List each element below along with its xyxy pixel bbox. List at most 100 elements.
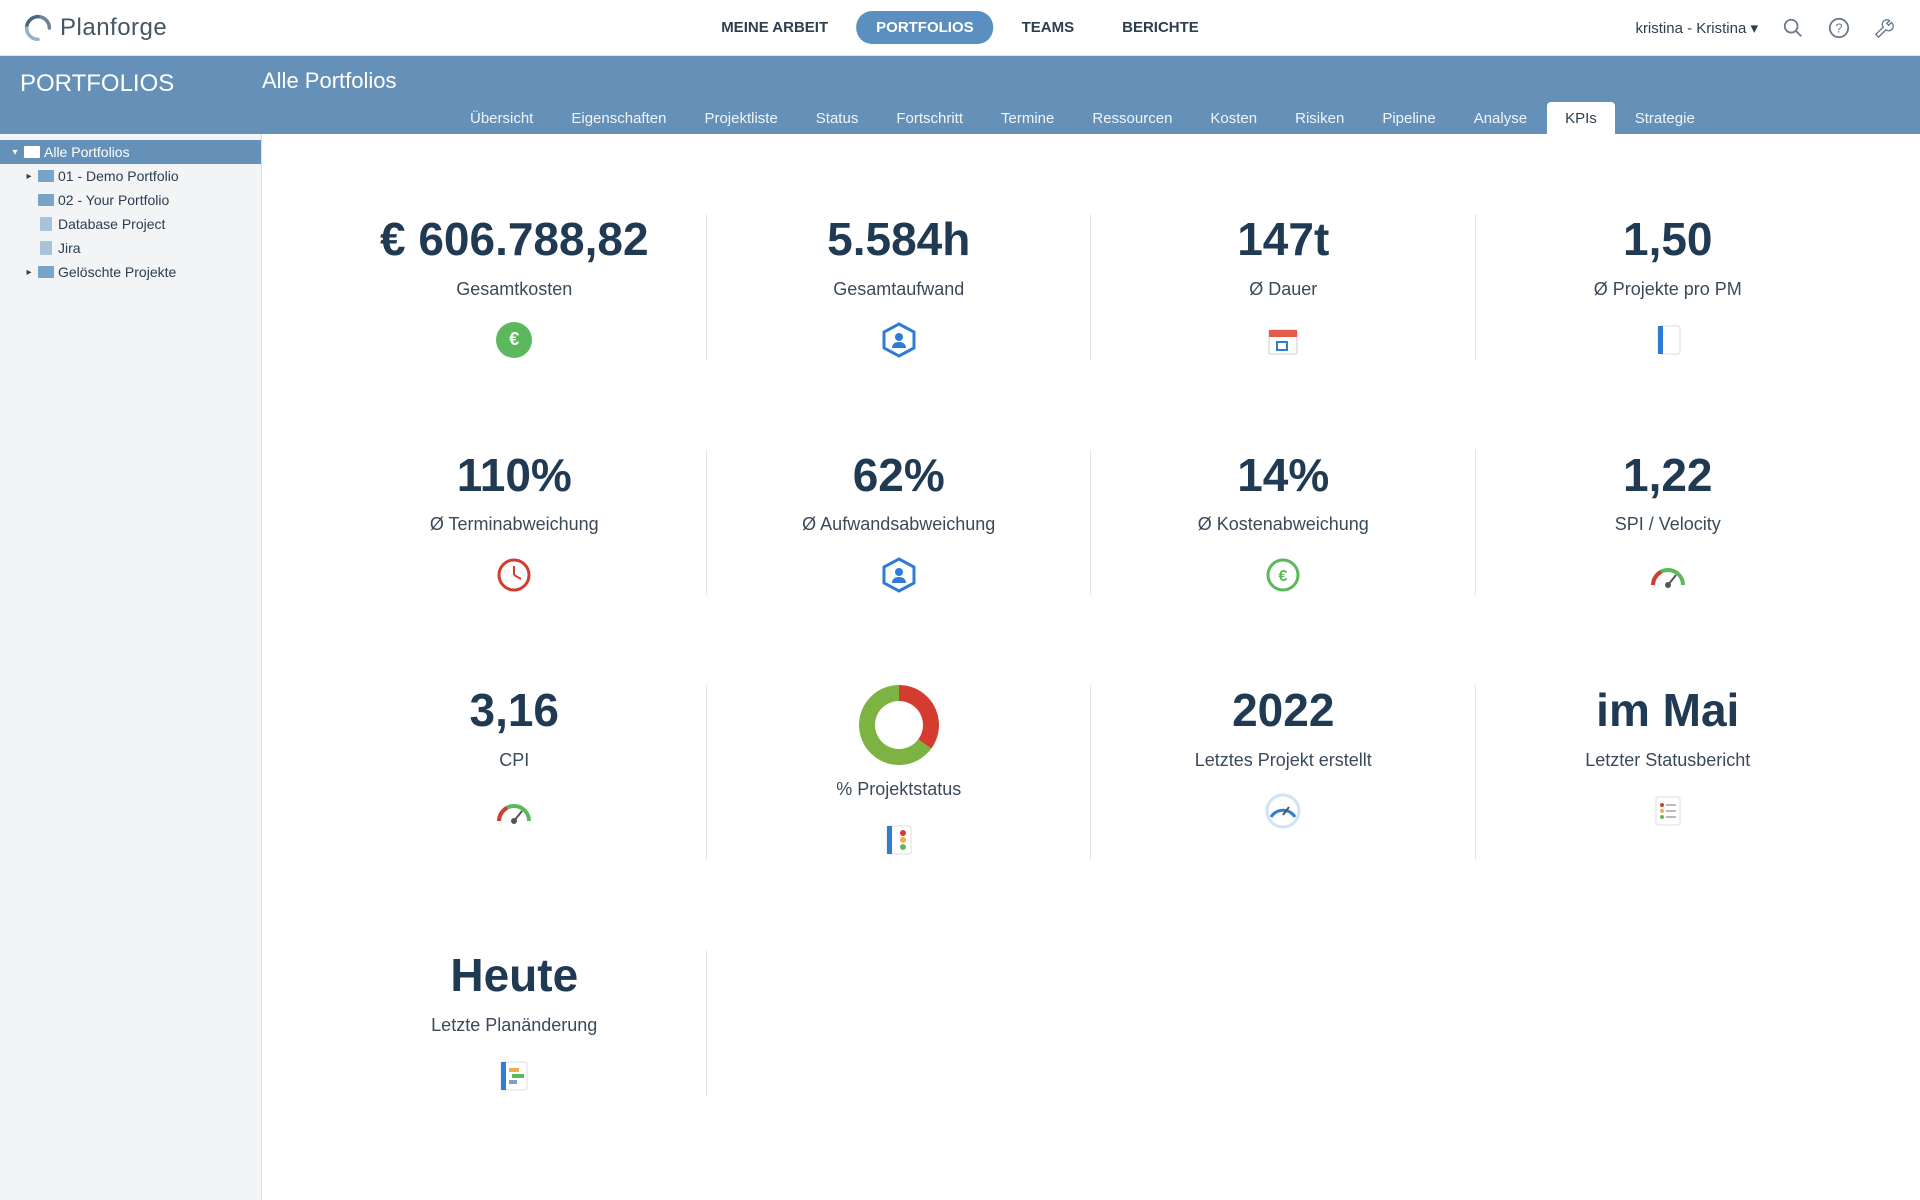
sub-header-main: Alle Portfolios Übersicht Eigenschaften … — [262, 56, 1920, 135]
traffic-icon — [879, 820, 919, 860]
tab-eigenschaften[interactable]: Eigenschaften — [553, 102, 684, 135]
caret-right-icon: ▸ — [24, 171, 34, 182]
svg-text:€: € — [1279, 568, 1288, 585]
folder-icon — [38, 169, 54, 183]
person-blue-icon — [879, 320, 919, 360]
kpi-value: 14% — [1111, 450, 1456, 501]
kpi-value: 1,50 — [1496, 214, 1841, 265]
tools-icon[interactable] — [1874, 17, 1896, 39]
tab-kpis[interactable]: KPIs — [1547, 102, 1615, 135]
header-right: kristina - Kristina ▾ ? — [1635, 17, 1896, 39]
kpi-terminabweichung: 110% Ø Terminabweichung — [322, 420, 707, 656]
kpi-label: Ø Projekte pro PM — [1496, 279, 1841, 300]
sidebar-item-your-portfolio[interactable]: 02 - Your Portfolio — [0, 188, 261, 212]
doc-icon — [38, 241, 54, 255]
kpi-value: 147t — [1111, 214, 1456, 265]
kpi-label: Gesamtaufwand — [727, 279, 1072, 300]
kpi-label: Ø Terminabweichung — [342, 514, 687, 535]
kpi-grid: € 606.788,82 Gesamtkosten € 5.584h Gesam… — [322, 184, 1860, 1156]
tab-strategie[interactable]: Strategie — [1617, 102, 1713, 135]
gauge-ring-icon — [1263, 791, 1303, 831]
tab-uebersicht[interactable]: Übersicht — [452, 102, 551, 135]
brand-logo[interactable]: Planforge — [24, 14, 167, 42]
main-layout: ▾ Alle Portfolios ▸ 01 - Demo Portfolio … — [0, 134, 1920, 1200]
kpi-label: Ø Dauer — [1111, 279, 1456, 300]
sidebar-item-database-project[interactable]: Database Project — [0, 212, 261, 236]
kpi-spi-velocity: 1,22 SPI / Velocity — [1476, 420, 1861, 656]
person-hex-icon — [879, 555, 919, 595]
kpi-kostenabweichung: 14% Ø Kostenabweichung € — [1091, 420, 1476, 656]
sidebar-item-jira[interactable]: Jira — [0, 236, 261, 260]
kpi-label: Ø Aufwandsabweichung — [727, 514, 1072, 535]
sidebar-item-demo-portfolio[interactable]: ▸ 01 - Demo Portfolio — [0, 164, 261, 188]
kpi-gesamtaufwand: 5.584h Gesamtaufwand — [707, 184, 1092, 420]
kpi-value: 1,22 — [1496, 450, 1841, 501]
user-display: kristina - Kristina — [1635, 20, 1746, 37]
nav-meine-arbeit[interactable]: MEINE ARBEIT — [701, 11, 848, 44]
tab-risiken[interactable]: Risiken — [1277, 102, 1362, 135]
tab-projektliste[interactable]: Projektliste — [686, 102, 795, 135]
kpi-label: CPI — [342, 750, 687, 771]
kpi-cpi: 3,16 CPI — [322, 655, 707, 920]
sidebar-item-geloeschte-projekte[interactable]: ▸ Gelöschte Projekte — [0, 260, 261, 284]
caret-down-icon: ▾ — [10, 147, 20, 158]
calendar-icon — [1263, 320, 1303, 360]
svg-text:?: ? — [1835, 20, 1842, 35]
tab-row: Übersicht Eigenschaften Projektliste Sta… — [262, 102, 1920, 135]
folder-icon — [24, 145, 40, 159]
kpi-value: 62% — [727, 450, 1072, 501]
donut-chart — [859, 685, 939, 765]
kpi-label: SPI / Velocity — [1496, 514, 1841, 535]
help-icon[interactable]: ? — [1828, 17, 1850, 39]
kpi-label: Ø Kostenabweichung — [1111, 514, 1456, 535]
euro-green-icon: € — [494, 320, 534, 360]
sub-header: PORTFOLIOS Alle Portfolios Übersicht Eig… — [0, 56, 1920, 134]
doc-icon — [38, 217, 54, 231]
user-menu[interactable]: kristina - Kristina ▾ — [1635, 19, 1758, 37]
kpi-value: € 606.788,82 — [342, 214, 687, 265]
nav-portfolios[interactable]: PORTFOLIOS — [856, 11, 994, 44]
euro-green-ring-icon: € — [1263, 555, 1303, 595]
tab-ressourcen[interactable]: Ressourcen — [1074, 102, 1190, 135]
kpi-projektstatus: % Projektstatus — [707, 655, 1092, 920]
kpi-label: Letzte Planänderung — [342, 1015, 687, 1036]
sidebar-item-label: 02 - Your Portfolio — [58, 192, 169, 208]
kpi-label: Letzter Statusbericht — [1496, 750, 1841, 771]
kpi-label: % Projektstatus — [727, 779, 1072, 800]
caret-right-icon: ▸ — [24, 267, 34, 278]
kpi-label: Letztes Projekt erstellt — [1111, 750, 1456, 771]
sidebar-item-label: Database Project — [58, 216, 165, 232]
search-icon[interactable] — [1782, 17, 1804, 39]
tab-termine[interactable]: Termine — [983, 102, 1072, 135]
nav-teams[interactable]: TEAMS — [1002, 11, 1095, 44]
kpi-content: € 606.788,82 Gesamtkosten € 5.584h Gesam… — [262, 134, 1920, 1200]
gauge-icon — [1648, 555, 1688, 595]
gauge-icon — [494, 791, 534, 831]
tab-status[interactable]: Status — [798, 102, 877, 135]
sidebar: ▾ Alle Portfolios ▸ 01 - Demo Portfolio … — [0, 134, 262, 1200]
brand-name: Planforge — [60, 14, 167, 42]
doc-blue-icon — [1648, 320, 1688, 360]
sidebar-item-label: Gelöschte Projekte — [58, 264, 176, 280]
tab-kosten[interactable]: Kosten — [1192, 102, 1275, 135]
kpi-value: 5.584h — [727, 214, 1072, 265]
breadcrumb: Alle Portfolios — [262, 56, 1920, 94]
kpi-projekte-pro-pm: 1,50 Ø Projekte pro PM — [1476, 184, 1861, 420]
folder-icon — [38, 265, 54, 279]
folder-icon — [38, 193, 54, 207]
sidebar-item-alle-portfolios[interactable]: ▾ Alle Portfolios — [0, 140, 261, 164]
kpi-letztes-projekt: 2022 Letztes Projekt erstellt — [1091, 655, 1476, 920]
kpi-aufwandsabweichung: 62% Ø Aufwandsabweichung — [707, 420, 1092, 656]
kpi-letzte-planaenderung: Heute Letzte Planänderung — [322, 920, 707, 1156]
kpi-label: Gesamtkosten — [342, 279, 687, 300]
list-doc-icon — [1648, 791, 1688, 831]
tab-analyse[interactable]: Analyse — [1456, 102, 1545, 135]
kpi-gesamtkosten: € 606.788,82 Gesamtkosten € — [322, 184, 707, 420]
tab-pipeline[interactable]: Pipeline — [1364, 102, 1453, 135]
nav-berichte[interactable]: BERICHTE — [1102, 11, 1219, 44]
top-header: Planforge MEINE ARBEIT PORTFOLIOS TEAMS … — [0, 0, 1920, 56]
sub-header-title: PORTFOLIOS — [0, 56, 262, 112]
tab-fortschritt[interactable]: Fortschritt — [878, 102, 981, 135]
kpi-value: im Mai — [1496, 685, 1841, 736]
top-nav: MEINE ARBEIT PORTFOLIOS TEAMS BERICHTE — [701, 11, 1219, 44]
